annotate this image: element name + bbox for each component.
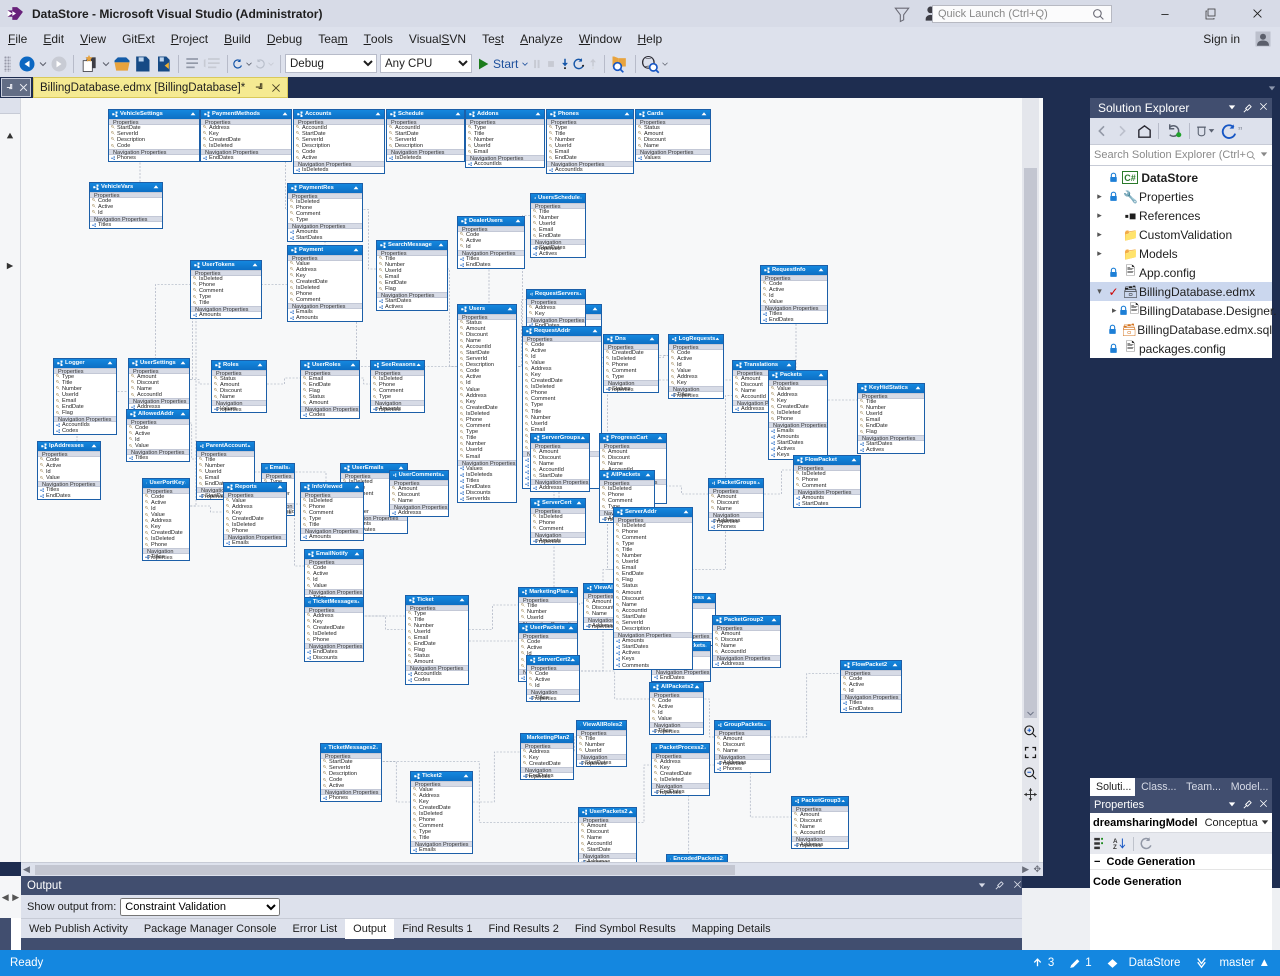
svg-text:Z: Z [1113,844,1117,851]
